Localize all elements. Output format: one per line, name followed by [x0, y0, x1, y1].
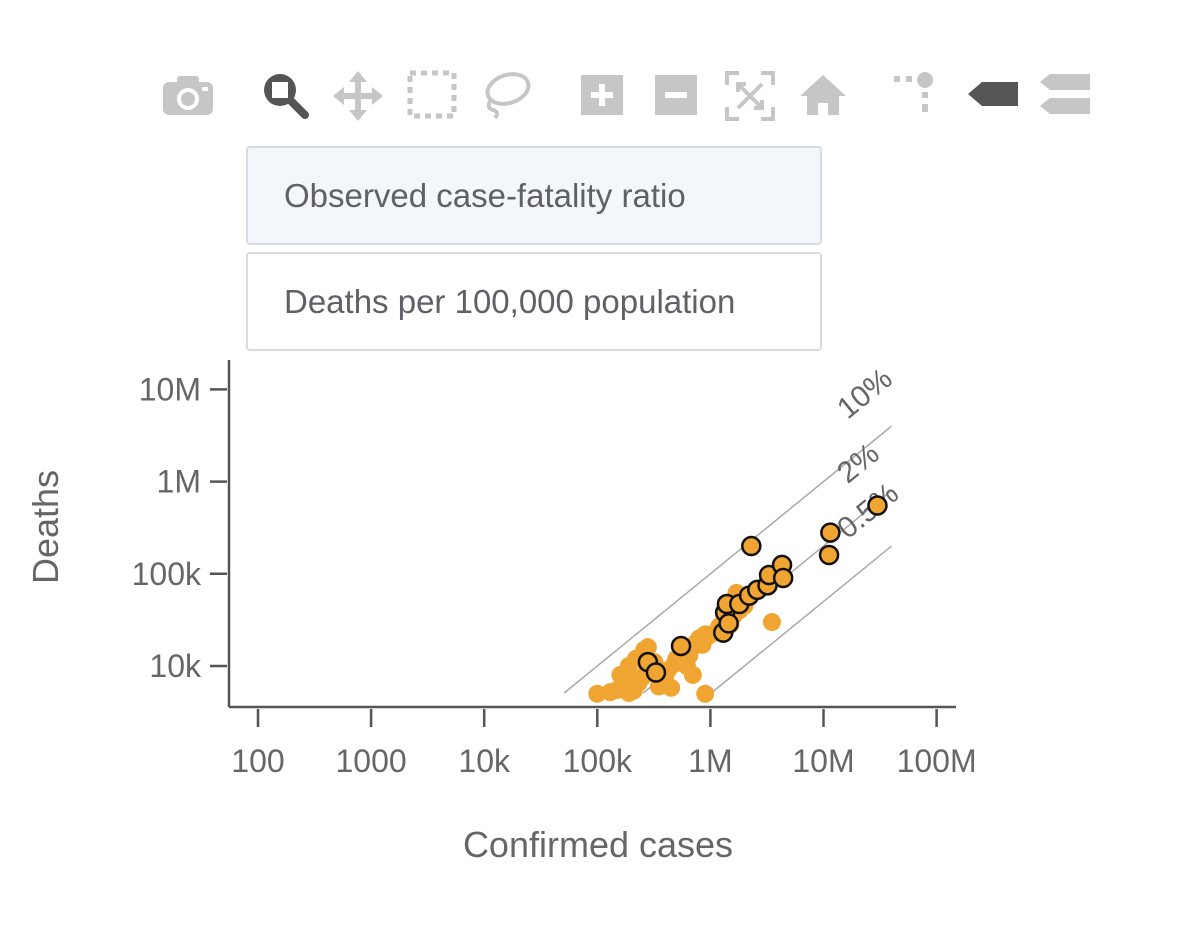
y-tick-label: 100k — [132, 556, 202, 592]
zoom-icon[interactable] — [258, 70, 312, 122]
x-tick-label: 1000 — [336, 743, 407, 779]
x-axis-title: Confirmed cases — [463, 824, 733, 865]
deaths-per-100k-label: Deaths per 100,000 population — [284, 282, 736, 320]
highlighted-point — [718, 613, 739, 634]
reset-axes-icon[interactable] — [798, 72, 848, 118]
box-select-icon[interactable] — [406, 70, 458, 120]
lasso-select-icon[interactable] — [480, 70, 534, 120]
y-axis-title: Deaths — [25, 470, 66, 584]
data-point — [677, 657, 696, 675]
x-tick-label: 1M — [688, 743, 732, 779]
case-fatality-ratio-label: Observed case-fatality ratio — [284, 176, 686, 214]
x-axis-ticks: 100 1000 10k 100k 1M 10M 100M — [231, 709, 977, 779]
reference-line — [563, 425, 893, 694]
highlighted-point — [772, 567, 794, 589]
highlighted-point — [867, 495, 888, 516]
data-point — [611, 665, 630, 684]
pan-icon[interactable] — [332, 70, 384, 122]
reference-line-labels: 10%2%0.5% — [831, 362, 905, 545]
x-tick-label: 10M — [792, 743, 854, 779]
y-tick-label: 1M — [157, 464, 201, 500]
hover-compare-icon[interactable] — [1038, 72, 1094, 116]
highlighted-point — [645, 662, 667, 683]
x-tick-label: 100k — [563, 743, 633, 779]
highlighted-point — [820, 522, 841, 543]
reference-line — [710, 545, 893, 694]
spike-lines-icon[interactable] — [892, 70, 938, 116]
highlighted-point — [670, 635, 692, 657]
x-tick-label: 100M — [897, 743, 977, 779]
data-point — [696, 684, 715, 703]
y-axis-ticks: 10k 100k 1M 10M — [132, 371, 227, 684]
data-points — [588, 495, 888, 703]
reference-line-label: 0.5% — [831, 477, 905, 546]
zoom-in-icon[interactable] — [580, 74, 624, 116]
highlighted-point — [818, 544, 840, 566]
highlighted-point — [741, 535, 762, 557]
data-point — [662, 678, 681, 697]
reference-line-label: 10% — [831, 362, 898, 426]
zoom-out-icon[interactable] — [654, 74, 698, 116]
x-tick-label: 100 — [231, 743, 284, 779]
scatter-chart: 10%2%0.5% 100 1000 10k 100k 1M 10M 100M 10k100… — [25, 360, 977, 865]
modebar — [0, 0, 1181, 140]
deaths-per-100k-button[interactable]: Deaths per 100,000 population — [246, 252, 822, 351]
autoscale-icon[interactable] — [724, 70, 776, 122]
y-tick-label: 10M — [139, 371, 201, 407]
case-fatality-ratio-button[interactable]: Observed case-fatality ratio — [246, 146, 822, 245]
data-point — [638, 638, 657, 657]
y-tick-label: 10k — [149, 648, 202, 684]
x-tick-label: 10k — [458, 743, 511, 779]
axes — [227, 360, 956, 709]
hover-closest-icon[interactable] — [966, 78, 1022, 110]
camera-icon[interactable] — [160, 72, 216, 118]
data-point — [762, 613, 781, 632]
